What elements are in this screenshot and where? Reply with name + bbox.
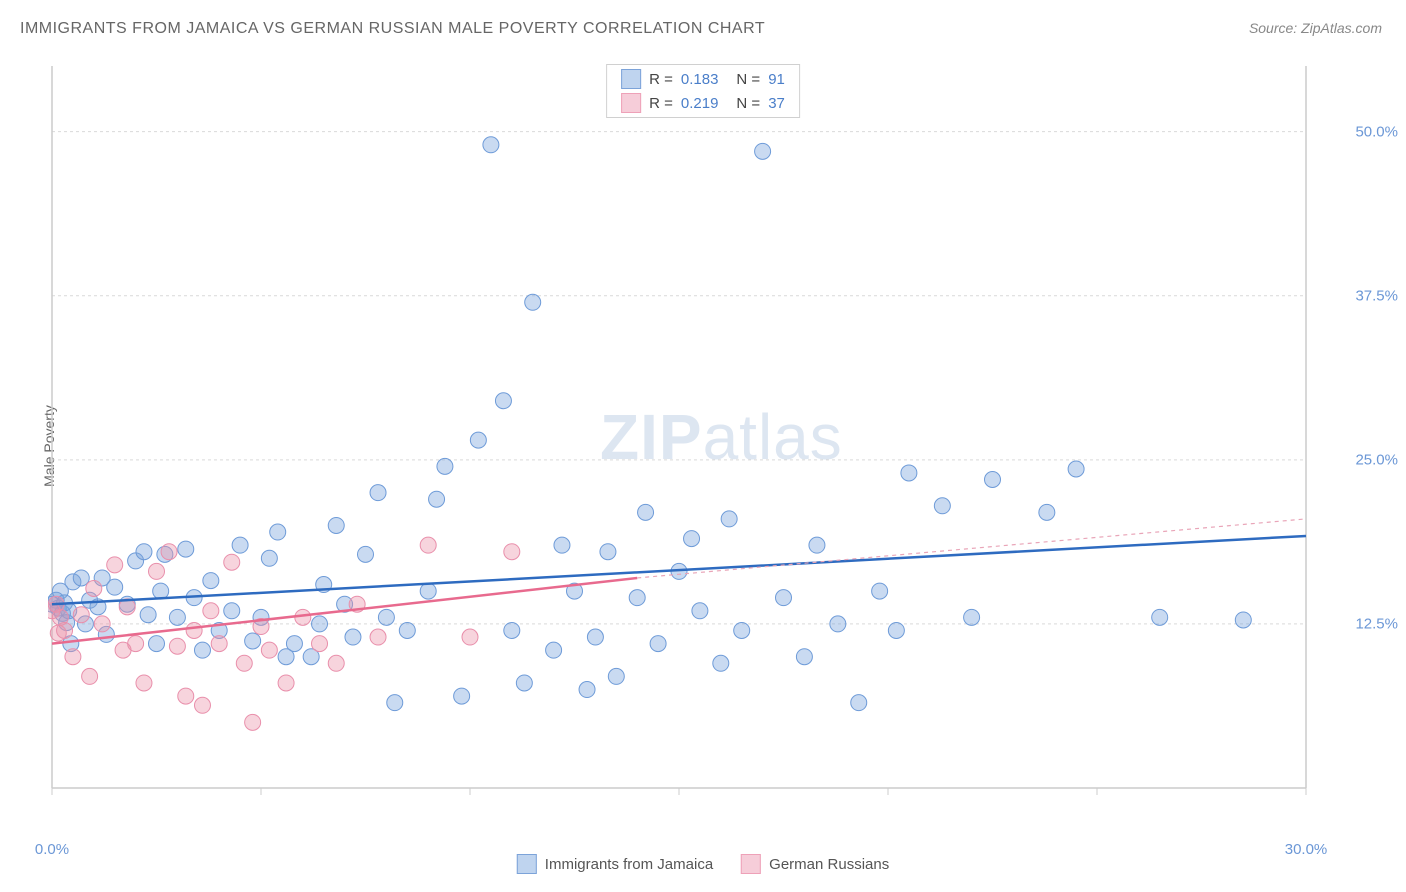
swatch-icon (621, 93, 641, 113)
chart-title: IMMIGRANTS FROM JAMAICA VS GERMAN RUSSIA… (20, 20, 765, 38)
source-credit: Source: ZipAtlas.com (1249, 20, 1382, 36)
n-label: N = (736, 95, 760, 112)
x-tick-label: 0.0% (35, 841, 69, 858)
y-tick-label: 12.5% (1355, 615, 1398, 632)
n-label: N = (736, 71, 760, 88)
swatch-icon (621, 69, 641, 89)
legend-label: Immigrants from Jamaica (545, 856, 713, 873)
x-tick-label: 30.0% (1285, 841, 1328, 858)
r-label: R = (649, 95, 673, 112)
swatch-icon (517, 854, 537, 874)
legend-label: German Russians (769, 856, 889, 873)
stats-legend: R = 0.183 N = 91 R = 0.219 N = 37 (606, 64, 800, 118)
n-value: 91 (768, 71, 785, 88)
series-legend: Immigrants from Jamaica German Russians (517, 854, 889, 874)
y-tick-label: 25.0% (1355, 451, 1398, 468)
stats-row: R = 0.219 N = 37 (607, 91, 799, 115)
n-value: 37 (768, 95, 785, 112)
legend-item: German Russians (741, 854, 889, 874)
swatch-icon (741, 854, 761, 874)
r-value: 0.219 (681, 95, 719, 112)
y-tick-label: 37.5% (1355, 287, 1398, 304)
y-tick-label: 50.0% (1355, 123, 1398, 140)
scatter-chart (48, 62, 1366, 828)
r-label: R = (649, 71, 673, 88)
stats-row: R = 0.183 N = 91 (607, 67, 799, 91)
legend-item: Immigrants from Jamaica (517, 854, 713, 874)
r-value: 0.183 (681, 71, 719, 88)
